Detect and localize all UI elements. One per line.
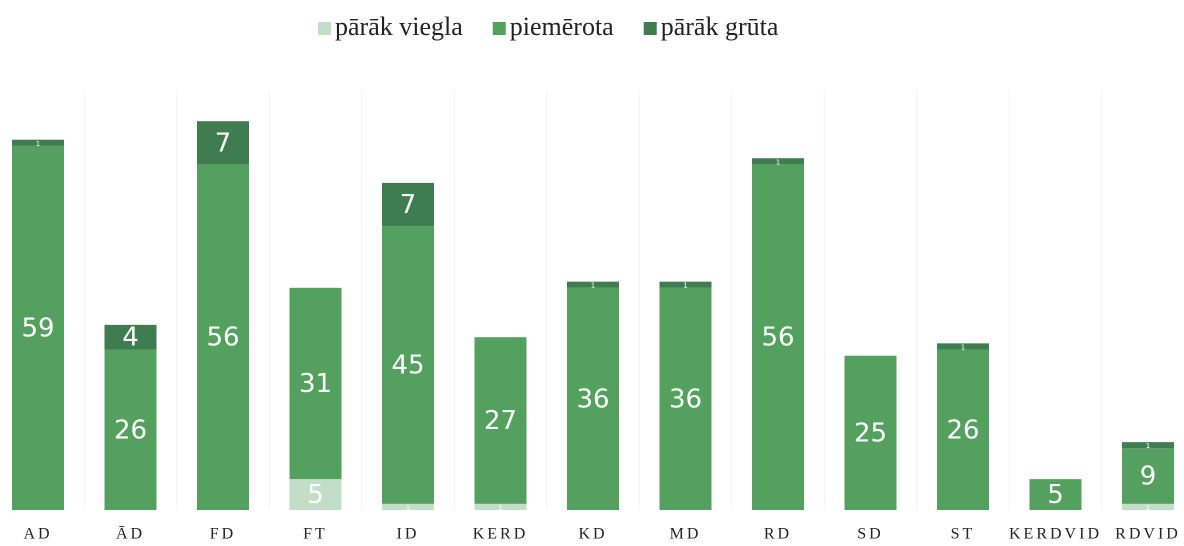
bar-segment [104, 349, 157, 510]
bar-segment [474, 503, 527, 510]
bar-segment [567, 281, 619, 288]
x-tick-label: RD [764, 526, 792, 543]
data-label: 9 [1140, 462, 1157, 492]
bar-segment [382, 182, 434, 227]
legend-label: piemērota [510, 12, 614, 41]
x-tick-label: ST [951, 526, 976, 543]
data-label: 1 [498, 503, 503, 512]
data-label: 27 [484, 406, 517, 436]
data-label: 1 [776, 157, 781, 166]
bar-segment [1029, 479, 1082, 510]
bar-segment [474, 337, 527, 504]
x-tick-label: RDVID [1115, 526, 1181, 543]
x-tick-label: MD [670, 526, 702, 543]
bar-segment [752, 164, 804, 510]
data-label: 1 [1146, 503, 1151, 512]
x-tick-label: FT [303, 526, 328, 543]
bar-segment [567, 287, 619, 510]
data-label: 5 [307, 480, 324, 510]
data-label: 7 [215, 128, 232, 158]
x-tick-label: SD [857, 526, 883, 543]
legend-label: pārāk grūta [661, 12, 779, 41]
bar-segment [1122, 503, 1174, 510]
bar-segment [659, 281, 712, 288]
bar-segment [289, 287, 342, 480]
x-tick-label: KD [578, 526, 607, 543]
data-label: 4 [122, 323, 139, 353]
bar-segment [844, 355, 897, 510]
bar-segment [382, 226, 434, 504]
data-label: 36 [576, 384, 609, 414]
data-label: 1 [36, 139, 41, 148]
data-label: 1 [1146, 441, 1151, 450]
data-label: 5 [1047, 480, 1064, 510]
x-tick-label: FD [210, 526, 236, 543]
bar-segment [937, 343, 989, 350]
legend-swatch [492, 22, 506, 35]
x-tick-label: KERDVID [1009, 526, 1102, 543]
data-label: 31 [299, 369, 332, 399]
data-label: 1 [961, 342, 966, 351]
data-label: 26 [946, 415, 979, 445]
x-tick-label: AD [23, 526, 52, 543]
x-tick-label: ĀD [116, 526, 145, 543]
data-label: 1 [406, 503, 411, 512]
bar-segment [659, 287, 712, 510]
x-tick-label: ID [397, 526, 420, 543]
bar-segment [937, 349, 989, 510]
data-label: 1 [683, 281, 688, 290]
bar-segment [12, 139, 64, 146]
bar-segment [382, 503, 434, 510]
data-label: 59 [21, 313, 54, 343]
legend-swatch [643, 22, 657, 35]
bar-segment [12, 145, 64, 510]
data-label: 45 [391, 350, 424, 380]
legend-label: pārāk viegla [335, 12, 463, 41]
bar-segment [289, 479, 342, 510]
bar-segment [1122, 442, 1174, 449]
legend-swatch [318, 22, 331, 35]
data-label: 26 [114, 415, 147, 445]
x-tick-label: KERD [473, 526, 529, 543]
bar-segment [197, 121, 249, 165]
bar-segment [197, 164, 249, 510]
data-label: 25 [854, 418, 887, 448]
bar-segment [104, 324, 157, 350]
data-label: 56 [761, 323, 794, 353]
data-label: 7 [400, 190, 417, 220]
data-label: 1 [591, 281, 596, 290]
data-label: 36 [669, 384, 702, 414]
data-label: 56 [206, 323, 239, 353]
bar-segment [1122, 448, 1174, 504]
bar-segment [752, 158, 804, 165]
